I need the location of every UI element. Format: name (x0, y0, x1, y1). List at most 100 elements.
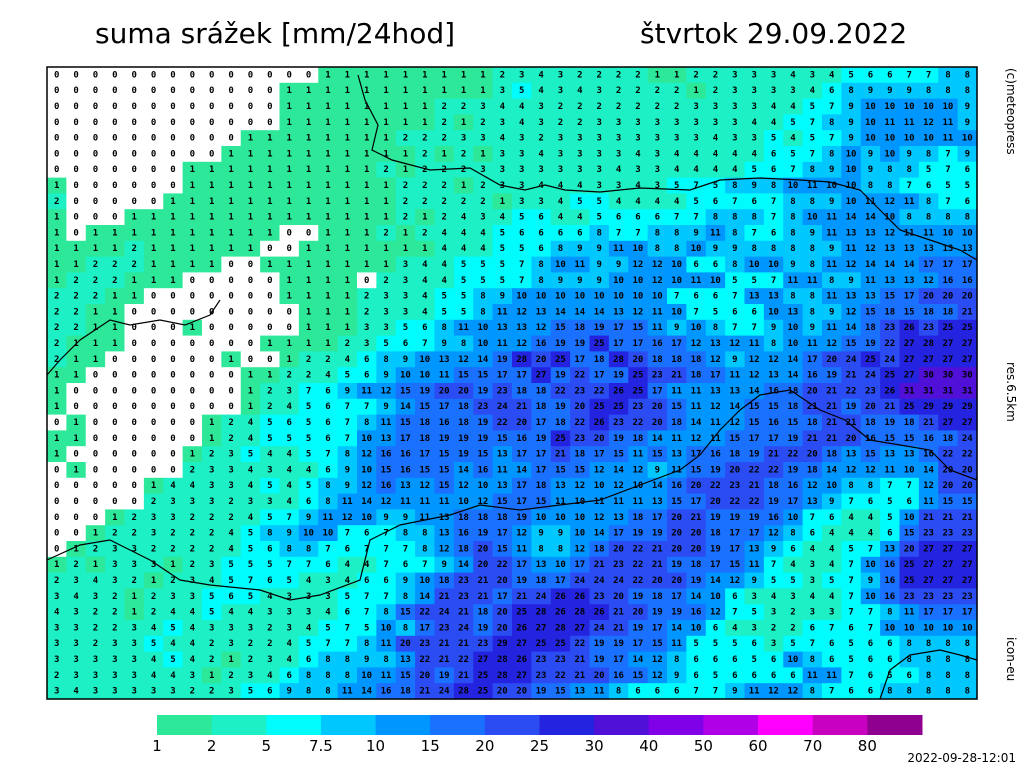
cell-value: 14 (691, 418, 702, 428)
cell-value: 0 (248, 86, 253, 96)
cell-value: 0 (151, 149, 156, 159)
cell (260, 240, 281, 258)
cell-value: 15 (400, 386, 411, 396)
cell (202, 193, 222, 210)
cell (453, 240, 474, 258)
cell-value: 7 (325, 544, 330, 554)
cell-value: 19 (574, 339, 585, 349)
cell-value: 5 (170, 623, 175, 633)
cell-value: 1 (228, 197, 233, 207)
cell-value: 13 (400, 655, 411, 665)
cell (240, 177, 261, 194)
cell-value: 1 (151, 276, 156, 286)
cell-value: 9 (403, 355, 408, 365)
cell-value: 13 (807, 497, 818, 507)
cell-value: 1 (209, 434, 214, 444)
cell-value: 1 (286, 355, 291, 365)
cell-value: 24 (536, 592, 547, 602)
cell-value: 0 (54, 102, 59, 112)
cell-value: 4 (441, 260, 447, 270)
cell (279, 240, 300, 258)
cell (47, 82, 67, 100)
cell-value: 18 (497, 513, 508, 523)
cell-value: 0 (73, 118, 78, 128)
cell-value: 5 (500, 228, 505, 238)
cell (938, 98, 959, 115)
cell-value: 0 (170, 86, 175, 96)
cell (550, 98, 571, 115)
cell-value: 7 (345, 639, 350, 649)
cell-value: 10 (865, 118, 876, 128)
legend-swatch (484, 715, 540, 735)
cell (802, 272, 823, 289)
cell-value: 19 (749, 450, 760, 460)
cell-value: 10 (633, 244, 644, 254)
cell-value: 12 (361, 481, 372, 491)
cell-value: 4 (228, 529, 234, 539)
cell-value: 12 (846, 307, 857, 317)
cell-value: 11 (342, 687, 353, 697)
cell-value: 0 (73, 213, 78, 223)
cell-value: 4 (461, 228, 467, 238)
cell-value: 6 (732, 592, 737, 602)
cell-value: 18 (691, 371, 702, 381)
cell-value: 11 (633, 450, 644, 460)
cell-value: 0 (73, 102, 78, 112)
cell-value: 0 (228, 260, 233, 270)
cell-value: 1 (383, 118, 388, 128)
cell-value: 9 (693, 228, 698, 238)
cell-value: 8 (829, 276, 834, 286)
cell (182, 288, 203, 305)
cell-value: 11 (381, 639, 392, 649)
cell-value: 1 (461, 86, 466, 96)
cell (163, 209, 184, 226)
cell-value: 27 (478, 655, 489, 665)
cell (434, 146, 455, 163)
cell-value: 0 (286, 244, 291, 254)
cell (163, 146, 184, 163)
cell-value: 4 (73, 687, 79, 697)
cell-value: 7 (364, 402, 369, 412)
cell-value: 4 (829, 560, 835, 570)
cell-value: 11 (826, 323, 837, 333)
cell-value: 3 (54, 639, 59, 649)
cell-value: 4 (248, 465, 254, 475)
cell-value: 13 (884, 244, 895, 254)
cell-value: 26 (884, 386, 895, 396)
cell-value: 6 (403, 339, 408, 349)
cell (85, 209, 106, 226)
cell (608, 288, 629, 305)
cell (47, 240, 67, 258)
cell (163, 272, 184, 289)
cell-value: 17 (923, 608, 934, 618)
cell-value: 2 (228, 513, 233, 523)
cell-value: 7 (829, 687, 834, 697)
cell-value: 12 (846, 260, 857, 270)
cell-value: 27 (943, 339, 954, 349)
cell-value: 21 (574, 655, 585, 665)
cell (260, 209, 281, 226)
cell-value: 1 (345, 70, 350, 80)
legend-label: 40 (639, 737, 658, 755)
cell-value: 15 (904, 307, 915, 317)
cell-value: 1 (267, 228, 272, 238)
cell-value: 8 (480, 307, 485, 317)
cell (357, 161, 377, 179)
cell (667, 67, 687, 84)
cell-value: 3 (655, 165, 660, 175)
cell-value: 5 (596, 197, 601, 207)
cell (240, 256, 261, 273)
cell-value: 13 (497, 481, 508, 491)
cell (550, 114, 571, 131)
cell-value: 3 (209, 623, 214, 633)
cell (415, 98, 436, 115)
cell (899, 161, 920, 179)
cell-value: 10 (633, 292, 644, 302)
cell-value: 0 (73, 165, 78, 175)
cell-value: 13 (439, 513, 450, 523)
cell (647, 98, 668, 115)
cell-value: 0 (93, 481, 98, 491)
cell-value: 23 (729, 481, 740, 491)
cell-value: 9 (887, 86, 892, 96)
cell (783, 67, 804, 84)
